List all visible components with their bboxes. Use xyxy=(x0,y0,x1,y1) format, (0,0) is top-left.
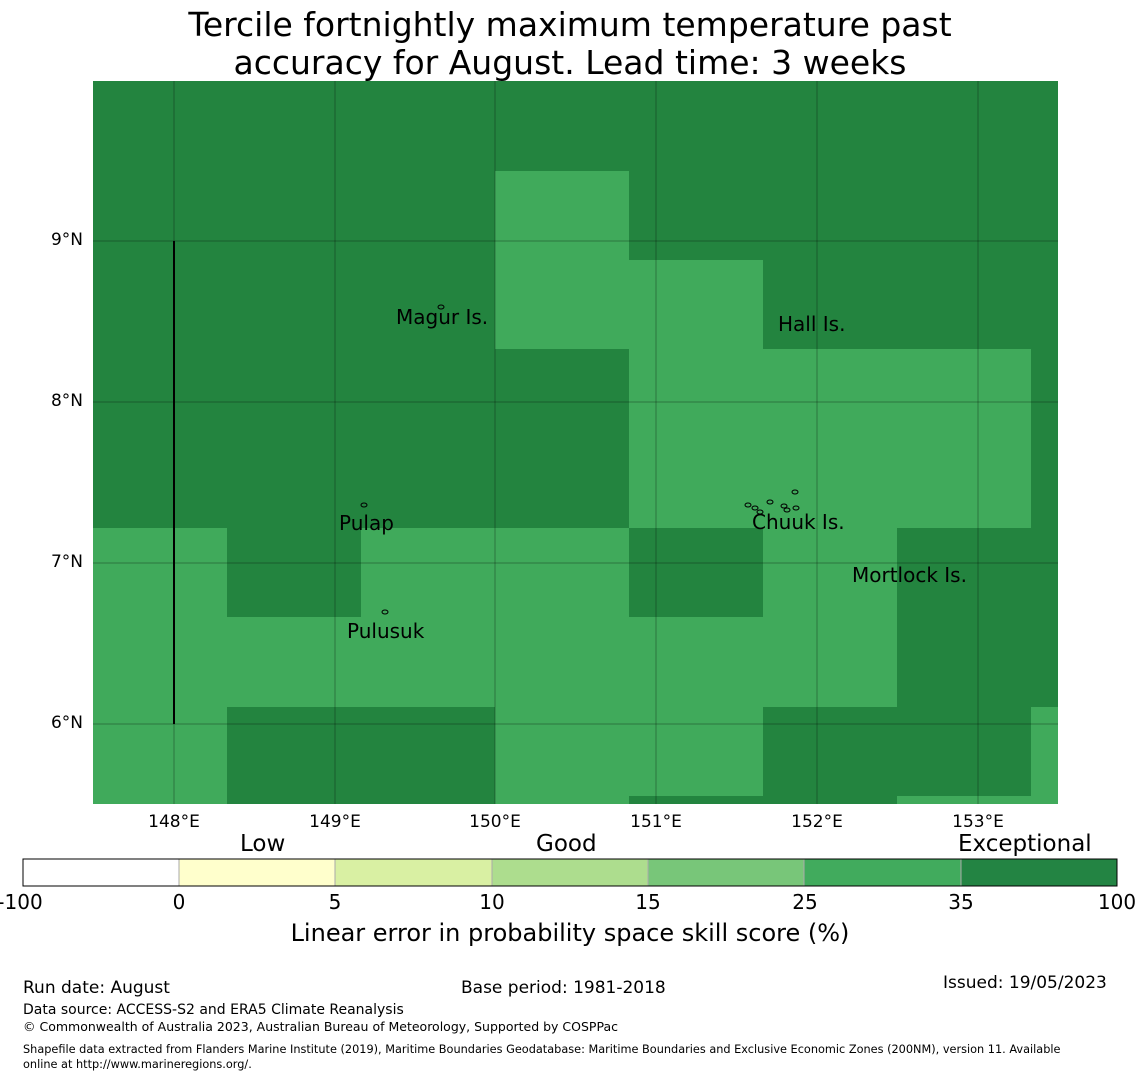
map-cell-25-35 xyxy=(495,707,629,804)
colorbar-segment xyxy=(491,858,649,887)
lon-label-148e: 148°E xyxy=(148,812,200,832)
island-outline xyxy=(437,304,445,310)
colorbar-category-exceptional: Exceptional xyxy=(958,831,1092,857)
lat-label-9n: 9°N xyxy=(50,230,83,250)
map-cell-25-35 xyxy=(763,349,1031,528)
island-outline xyxy=(751,505,759,511)
title-line-2: accuracy for August. Lead time: 3 weeks xyxy=(233,43,907,82)
colorbar xyxy=(22,858,1118,887)
place-label-magur: Magur Is. xyxy=(396,305,489,329)
island-outline xyxy=(744,502,752,508)
lon-label-153e: 153°E xyxy=(952,812,1004,832)
colorbar-segment xyxy=(647,858,805,887)
island-outline xyxy=(791,489,799,495)
map-cell-25-35 xyxy=(629,260,763,528)
colorbar-tick: 100 xyxy=(1097,890,1137,914)
lon-label-150e: 150°E xyxy=(469,812,521,832)
map-cell-25-35 xyxy=(227,617,629,707)
place-label-mortlock: Mortlock Is. xyxy=(852,563,967,587)
lat-label-6n: 6°N xyxy=(50,713,83,733)
map-cell-25-35 xyxy=(361,528,629,617)
title-line-1: Tercile fortnightly maximum temperature … xyxy=(188,5,952,44)
colorbar-segment xyxy=(960,858,1118,887)
shapefile-credit-line-2: online at http://www.marineregions.org/. xyxy=(23,1058,252,1071)
colorbar-tick: 5 xyxy=(328,890,342,914)
shapefile-credit-line-1: Shapefile data extracted from Flanders M… xyxy=(23,1043,1061,1056)
colorbar-category-good: Good xyxy=(536,831,597,857)
run-date: Run date: August xyxy=(23,978,170,998)
place-label-hall: Hall Is. xyxy=(778,312,846,336)
map-cell-25-35 xyxy=(93,528,227,804)
island-outline xyxy=(783,507,791,513)
island-outline xyxy=(780,503,788,509)
map-cell-25-35 xyxy=(763,528,897,707)
island-outlines xyxy=(360,304,800,615)
colorbar-tick: 35 xyxy=(948,890,974,914)
map-cell-25-35 xyxy=(495,171,629,349)
colorbar-tick: 10 xyxy=(479,890,505,914)
base-period: Base period: 1981-2018 xyxy=(461,978,666,998)
lon-label-151e: 151°E xyxy=(630,812,682,832)
chart-title: Tercile fortnightly maximum temperature … xyxy=(0,6,1140,82)
lon-label-152e: 152°E xyxy=(791,812,843,832)
island-outline xyxy=(381,609,389,615)
lat-label-7n: 7°N xyxy=(50,552,83,572)
issued-date: Issued: 19/05/2023 xyxy=(943,973,1107,993)
place-label-pulap: Pulap xyxy=(339,511,394,535)
colorbar-tick: 25 xyxy=(792,890,818,914)
colorbar-tick: 15 xyxy=(635,890,661,914)
island-outline xyxy=(360,502,368,508)
place-label-pulusuk: Pulusuk xyxy=(347,619,425,643)
map-cell-25-35 xyxy=(629,617,763,796)
map-cell-25-35 xyxy=(1031,707,1058,804)
colorbar-category-low: Low xyxy=(240,831,286,857)
lat-label-8n: 8°N xyxy=(50,391,83,411)
island-outline xyxy=(792,505,800,511)
colorbar-segment xyxy=(803,858,962,887)
colorbar-segment xyxy=(178,858,336,887)
colorbar-tick: 0 xyxy=(172,890,186,914)
skill-grid-cells xyxy=(93,81,1058,804)
colorbar-outline xyxy=(22,858,1118,887)
island-outline xyxy=(756,509,764,515)
colorbar-segment xyxy=(334,858,493,887)
data-source: Data source: ACCESS-S2 and ERA5 Climate … xyxy=(23,1002,404,1018)
island-outline xyxy=(766,499,774,505)
colorbar-segment xyxy=(22,858,180,887)
colorbar-tick: -100 xyxy=(0,890,43,914)
map-cell-25-35 xyxy=(897,796,1031,804)
colorbar-label: Linear error in probability space skill … xyxy=(290,919,850,947)
lon-label-149e: 149°E xyxy=(309,812,361,832)
place-label-chuuk: Chuuk Is. xyxy=(752,510,845,534)
copyright: © Commonwealth of Australia 2023, Austra… xyxy=(23,1019,618,1034)
